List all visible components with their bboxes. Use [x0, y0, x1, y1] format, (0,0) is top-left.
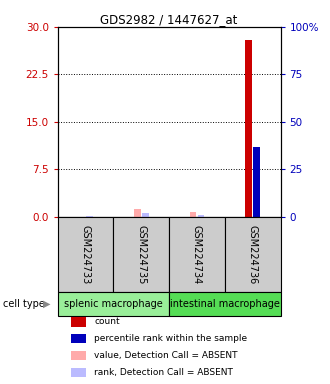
Bar — [190, 212, 196, 217]
Text: GSM224735: GSM224735 — [136, 225, 146, 284]
Bar — [245, 40, 252, 217]
Text: intestinal macrophage: intestinal macrophage — [170, 299, 280, 309]
Bar — [58, 217, 114, 292]
Text: cell type: cell type — [3, 299, 45, 309]
Title: GDS2982 / 1447627_at: GDS2982 / 1447627_at — [100, 13, 238, 26]
Bar — [169, 292, 280, 316]
Bar — [198, 215, 204, 217]
Text: GSM224733: GSM224733 — [81, 225, 91, 284]
Text: rank, Detection Call = ABSENT: rank, Detection Call = ABSENT — [94, 368, 233, 377]
Bar — [114, 217, 169, 292]
Bar — [134, 209, 141, 217]
Text: splenic macrophage: splenic macrophage — [64, 299, 163, 309]
Bar — [225, 217, 280, 292]
Text: percentile rank within the sample: percentile rank within the sample — [94, 334, 247, 343]
Bar — [58, 292, 169, 316]
Text: value, Detection Call = ABSENT: value, Detection Call = ABSENT — [94, 351, 238, 360]
Bar — [253, 147, 260, 217]
Text: count: count — [94, 317, 120, 326]
Text: GSM224734: GSM224734 — [192, 225, 202, 284]
Bar — [142, 213, 148, 217]
Bar — [169, 217, 225, 292]
Text: GSM224736: GSM224736 — [248, 225, 258, 284]
Text: ▶: ▶ — [43, 299, 50, 309]
